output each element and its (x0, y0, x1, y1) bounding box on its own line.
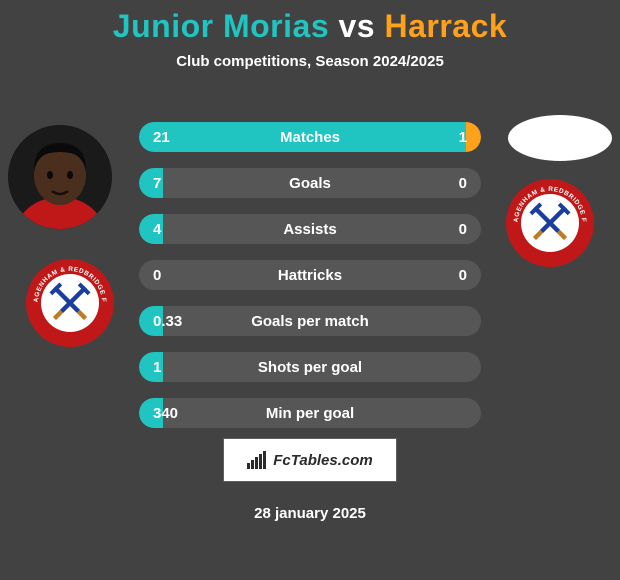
fctables-label: FcTables.com (273, 452, 372, 469)
avatar-eye-r (67, 171, 73, 179)
title-player2: Harrack (384, 8, 507, 44)
stat-row: 0Hattricks0 (139, 260, 481, 290)
stat-label: Hattricks (139, 267, 481, 284)
stat-label: Matches (139, 129, 481, 146)
player2-avatar (508, 115, 612, 161)
stat-row: 21Matches1 (139, 122, 481, 152)
title-player1: Junior Morias (113, 8, 329, 44)
stat-row: 340Min per goal (139, 398, 481, 428)
stat-label: Goals (139, 175, 481, 192)
content: Junior Morias vs Harrack Club competitio… (0, 0, 620, 580)
player1-club-logo: DAGENHAM & REDBRIDGE FC 1992 (25, 258, 115, 348)
subtitle: Club competitions, Season 2024/2025 (0, 53, 620, 70)
stat-row: 7Goals0 (139, 168, 481, 198)
stat-row: 0.33Goals per match (139, 306, 481, 336)
title-vs: vs (339, 8, 376, 44)
player2-club-logo: DAGENHAM & REDBRIDGE FC 1992 (505, 178, 595, 268)
avatar-eye-l (47, 171, 53, 179)
stat-label: Goals per match (139, 313, 481, 330)
stat-value-right: 0 (459, 221, 467, 238)
stat-row: 1Shots per goal (139, 352, 481, 382)
player1-avatar-svg (8, 125, 112, 229)
player1-avatar (8, 125, 112, 229)
stat-label: Assists (139, 221, 481, 238)
page-title: Junior Morias vs Harrack (0, 0, 620, 45)
stat-value-right: 0 (459, 175, 467, 192)
fctables-badge: FcTables.com (223, 438, 397, 482)
svg-text:1992: 1992 (541, 238, 560, 249)
stat-label: Shots per goal (139, 359, 481, 376)
stat-row: 4Assists0 (139, 214, 481, 244)
fctables-icon (247, 451, 267, 469)
date-label: 28 january 2025 (0, 505, 620, 522)
stats-container: 21Matches17Goals04Assists00Hattricks00.3… (139, 122, 481, 444)
stat-value-right: 0 (459, 267, 467, 284)
stat-value-right: 1 (459, 129, 467, 146)
stat-label: Min per goal (139, 405, 481, 422)
svg-text:1992: 1992 (61, 318, 80, 329)
